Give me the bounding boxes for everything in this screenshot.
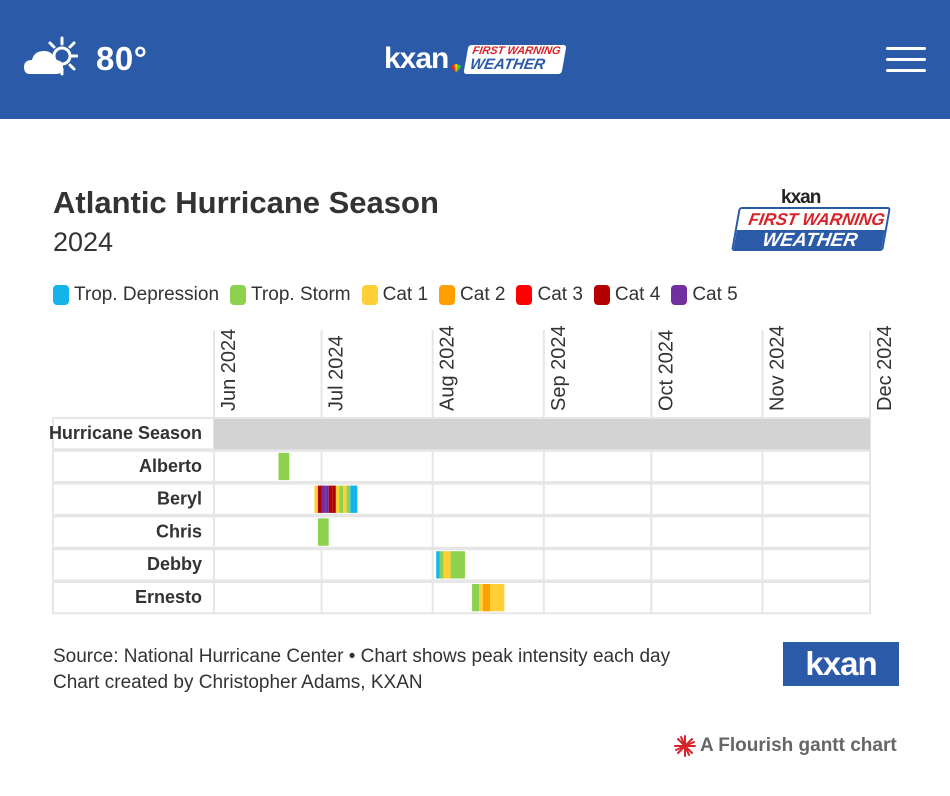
x-tick-label: Jul 2024	[326, 335, 348, 411]
flourish-star-icon	[674, 735, 696, 757]
gantt-bar	[346, 485, 351, 513]
gantt-chart: Jun 2024 Jul 2024 Aug 2024 Sep 2024 Oct 2024…	[49, 325, 896, 615]
kxan-wordmark: kxan	[384, 42, 449, 75]
legend-swatch	[593, 285, 610, 305]
legend-item: Cat 2	[439, 284, 505, 306]
legend-swatch	[671, 285, 688, 305]
gantt-bar	[321, 485, 326, 513]
x-tick-label: Nov 2024	[766, 325, 788, 411]
legend-label: Cat 5	[692, 284, 738, 305]
legend-label: Cat 2	[460, 284, 506, 305]
first-warning-weather-logo: kxan FIRST WARNING WEATHER	[731, 187, 891, 253]
row-label: Hurricane Season	[49, 423, 202, 443]
legend-item: Cat 4	[593, 284, 661, 306]
gantt-bar	[472, 584, 480, 612]
legend-label: Cat 1	[382, 284, 429, 305]
legend-item: Cat 3	[516, 284, 583, 306]
gantt-bar	[343, 485, 347, 513]
flourish-credit-link[interactable]: A Flourish gantt chart	[674, 735, 897, 757]
row-label: Ernesto	[135, 587, 202, 607]
x-tick-label: Oct 2024	[655, 330, 677, 411]
row-label: Debby	[147, 554, 202, 574]
legend-item: Trop. Depression	[53, 284, 219, 306]
gantt-bar	[335, 485, 340, 513]
first-warning-weather-badge: FIRST WARNING WEATHER	[463, 44, 567, 74]
gantt-bar	[325, 485, 329, 513]
gantt-bar	[317, 485, 322, 513]
chart-legend: Trop. Depression Trop. Storm Cat 1 Cat 2 Cat…	[53, 284, 749, 306]
row-background	[52, 449, 871, 484]
x-tick-label: Dec 2024	[874, 325, 896, 411]
legend-label: Cat 3	[537, 284, 583, 305]
chart-source: Source: National Hurricane Center • Char…	[53, 644, 670, 696]
x-tick-label: Jun 2024	[218, 329, 240, 411]
logo-weather-text: WEATHER	[733, 230, 887, 251]
x-tick-label: Aug 2024	[437, 325, 459, 411]
row-label: Beryl	[157, 489, 202, 509]
temperature: 80°	[96, 40, 148, 77]
legend-label: Trop. Storm	[251, 284, 351, 305]
logo-kxan-text: kxan	[781, 187, 821, 208]
row-background	[52, 581, 871, 615]
first-warning-text: FIRST WARNING	[471, 44, 562, 57]
row-label: Alberto	[139, 456, 202, 476]
chart-subtitle: 2024	[53, 227, 114, 257]
legend-swatch	[230, 285, 247, 305]
flourish-credit-text: A Flourish gantt chart	[700, 735, 897, 756]
gantt-bar	[328, 485, 333, 513]
row-background	[52, 515, 871, 549]
gantt-bar	[443, 551, 451, 579]
gantt-bar	[332, 485, 336, 513]
partly-cloudy-icon	[24, 36, 78, 76]
legend-label: Trop. Depression	[74, 284, 220, 305]
gantt-bar	[482, 584, 491, 612]
credit-line: Chart created by Christopher Adams, KXAN	[53, 672, 423, 693]
weather-widget[interactable]: 80°	[22, 36, 147, 82]
gantt-bar	[350, 485, 358, 513]
logo-first-warning-text: FIRST WARNING	[747, 210, 887, 229]
gantt-bar	[450, 551, 465, 579]
legend-swatch	[439, 285, 456, 305]
gantt-bar	[314, 485, 318, 513]
gantt-bar	[317, 518, 329, 546]
brand-logo[interactable]: kxan FIRST WARNING WEATHER	[384, 42, 567, 76]
hamburger-icon[interactable]	[886, 47, 926, 73]
legend-swatch	[53, 285, 69, 305]
gantt-bar	[490, 584, 505, 612]
row-label: Chris	[156, 521, 202, 541]
top-bar: 80° kxan FIRST WARNING WEATHER	[0, 0, 950, 119]
weather-text: WEATHER	[469, 55, 547, 73]
x-tick-label: Sep 2024	[548, 325, 570, 411]
legend-item: Trop. Storm	[230, 284, 351, 306]
gantt-bar	[214, 419, 870, 450]
legend-swatch	[361, 285, 378, 305]
gantt-bar	[339, 485, 344, 513]
gantt-bar	[278, 452, 290, 481]
legend-swatch	[516, 285, 533, 305]
source-line: Source: National Hurricane Center • Char…	[53, 646, 671, 667]
kxan-logo: kxan	[783, 642, 899, 686]
chart-title: Atlantic Hurricane Season	[53, 185, 439, 220]
gantt-bar	[436, 551, 440, 579]
legend-item: Cat 5	[671, 284, 738, 306]
gantt-bar	[479, 584, 483, 612]
legend-item: Cat 1	[361, 284, 429, 306]
legend-label: Cat 4	[614, 284, 661, 305]
nbc-peacock-icon	[450, 61, 462, 73]
gantt-bar	[439, 551, 444, 579]
